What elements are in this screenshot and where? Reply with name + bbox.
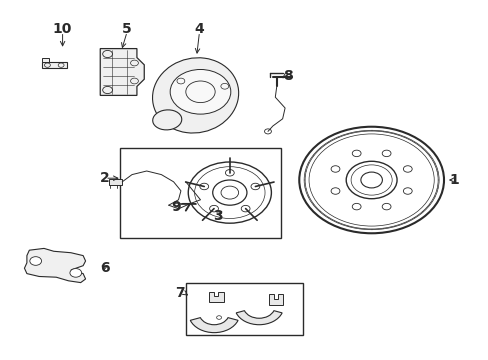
Text: 6: 6 <box>100 261 110 275</box>
Circle shape <box>170 69 230 114</box>
Text: 8: 8 <box>282 69 292 82</box>
Text: 1: 1 <box>449 173 459 187</box>
Wedge shape <box>190 318 238 333</box>
Polygon shape <box>108 179 122 185</box>
Bar <box>120 148 281 238</box>
Text: 10: 10 <box>53 22 72 36</box>
Text: 4: 4 <box>194 22 204 36</box>
Text: 9: 9 <box>171 200 181 214</box>
Wedge shape <box>236 311 282 325</box>
Polygon shape <box>41 62 67 68</box>
Polygon shape <box>24 248 85 283</box>
Text: 3: 3 <box>212 209 222 223</box>
Text: 7: 7 <box>175 287 184 300</box>
Text: 5: 5 <box>122 22 132 36</box>
Polygon shape <box>100 49 144 95</box>
Ellipse shape <box>152 110 182 130</box>
Ellipse shape <box>152 58 238 133</box>
Circle shape <box>70 269 81 277</box>
Polygon shape <box>209 292 224 302</box>
Text: 2: 2 <box>100 171 110 185</box>
Polygon shape <box>41 58 49 62</box>
Circle shape <box>30 257 41 265</box>
Bar <box>185 283 303 335</box>
Polygon shape <box>268 294 282 305</box>
